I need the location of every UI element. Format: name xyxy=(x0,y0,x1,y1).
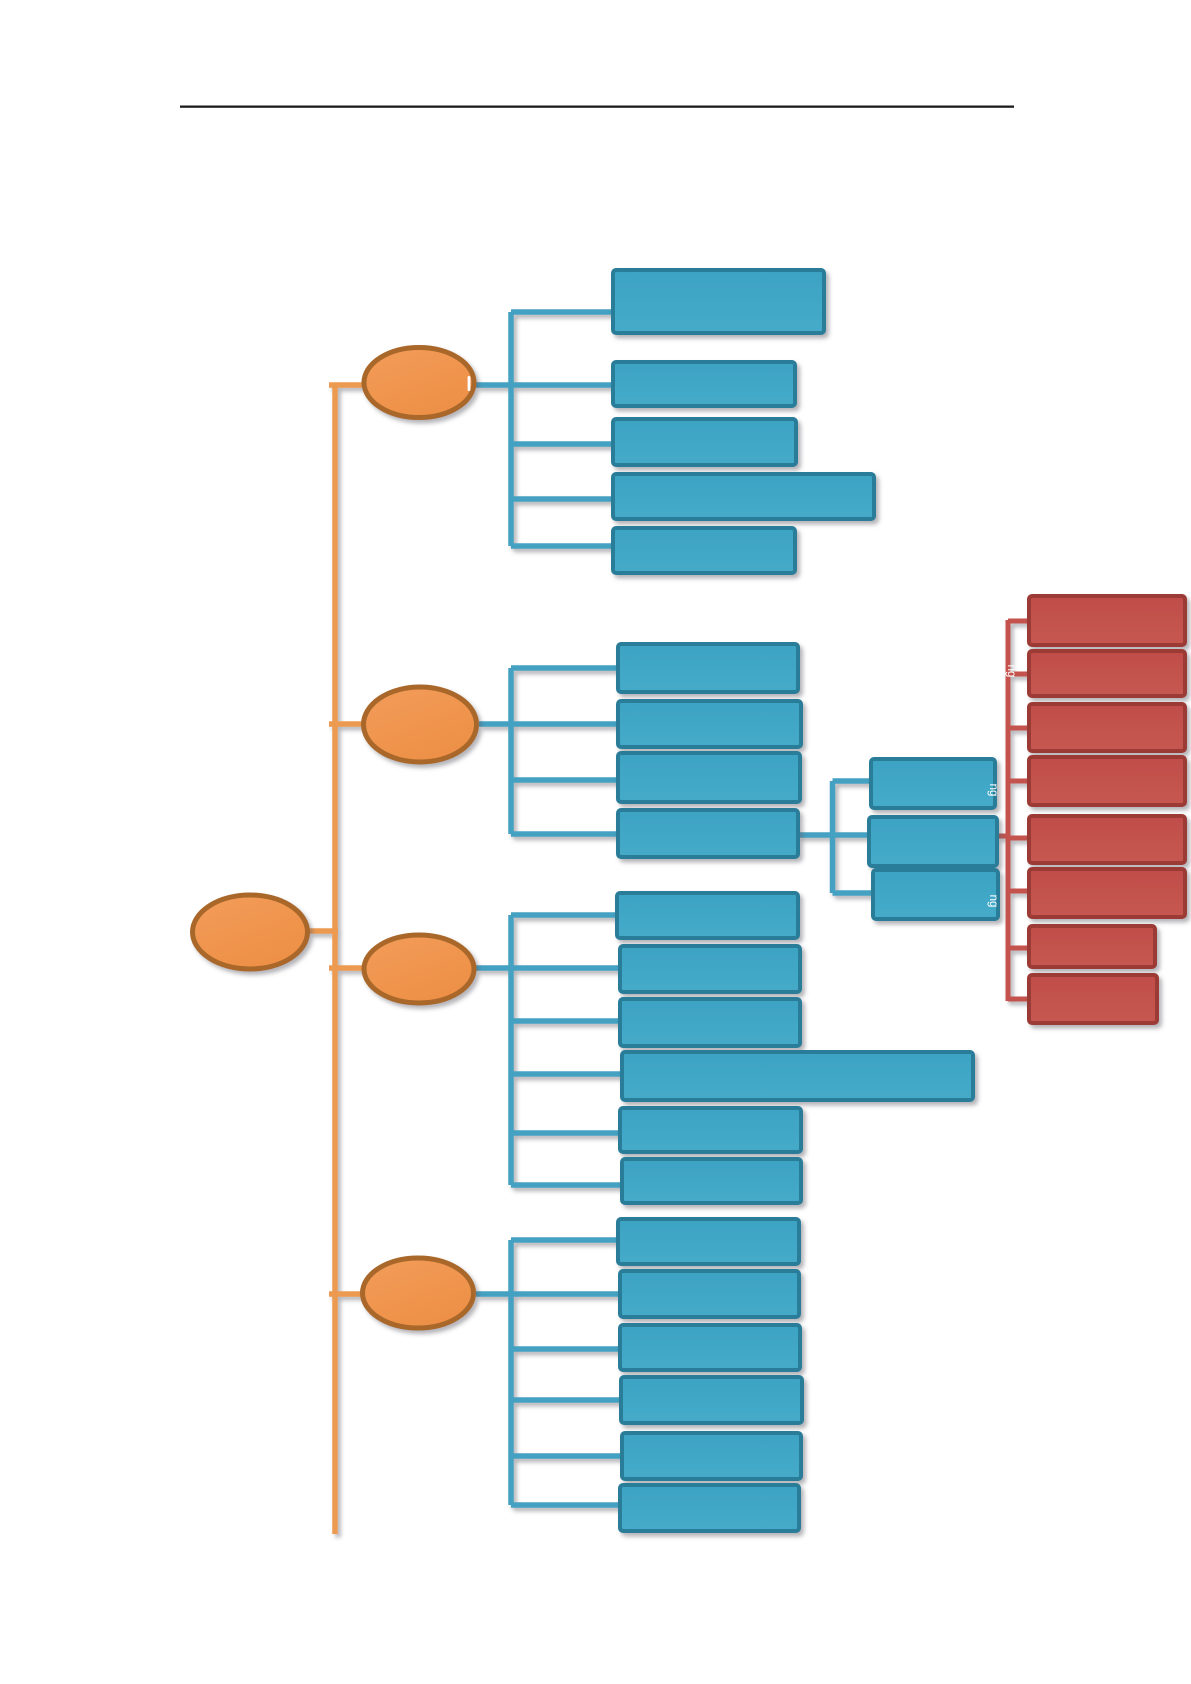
svg-text:ng: ng xyxy=(987,895,999,908)
svg-text:ng: ng xyxy=(987,784,999,797)
svg-text:ng: ng xyxy=(1005,665,1017,678)
